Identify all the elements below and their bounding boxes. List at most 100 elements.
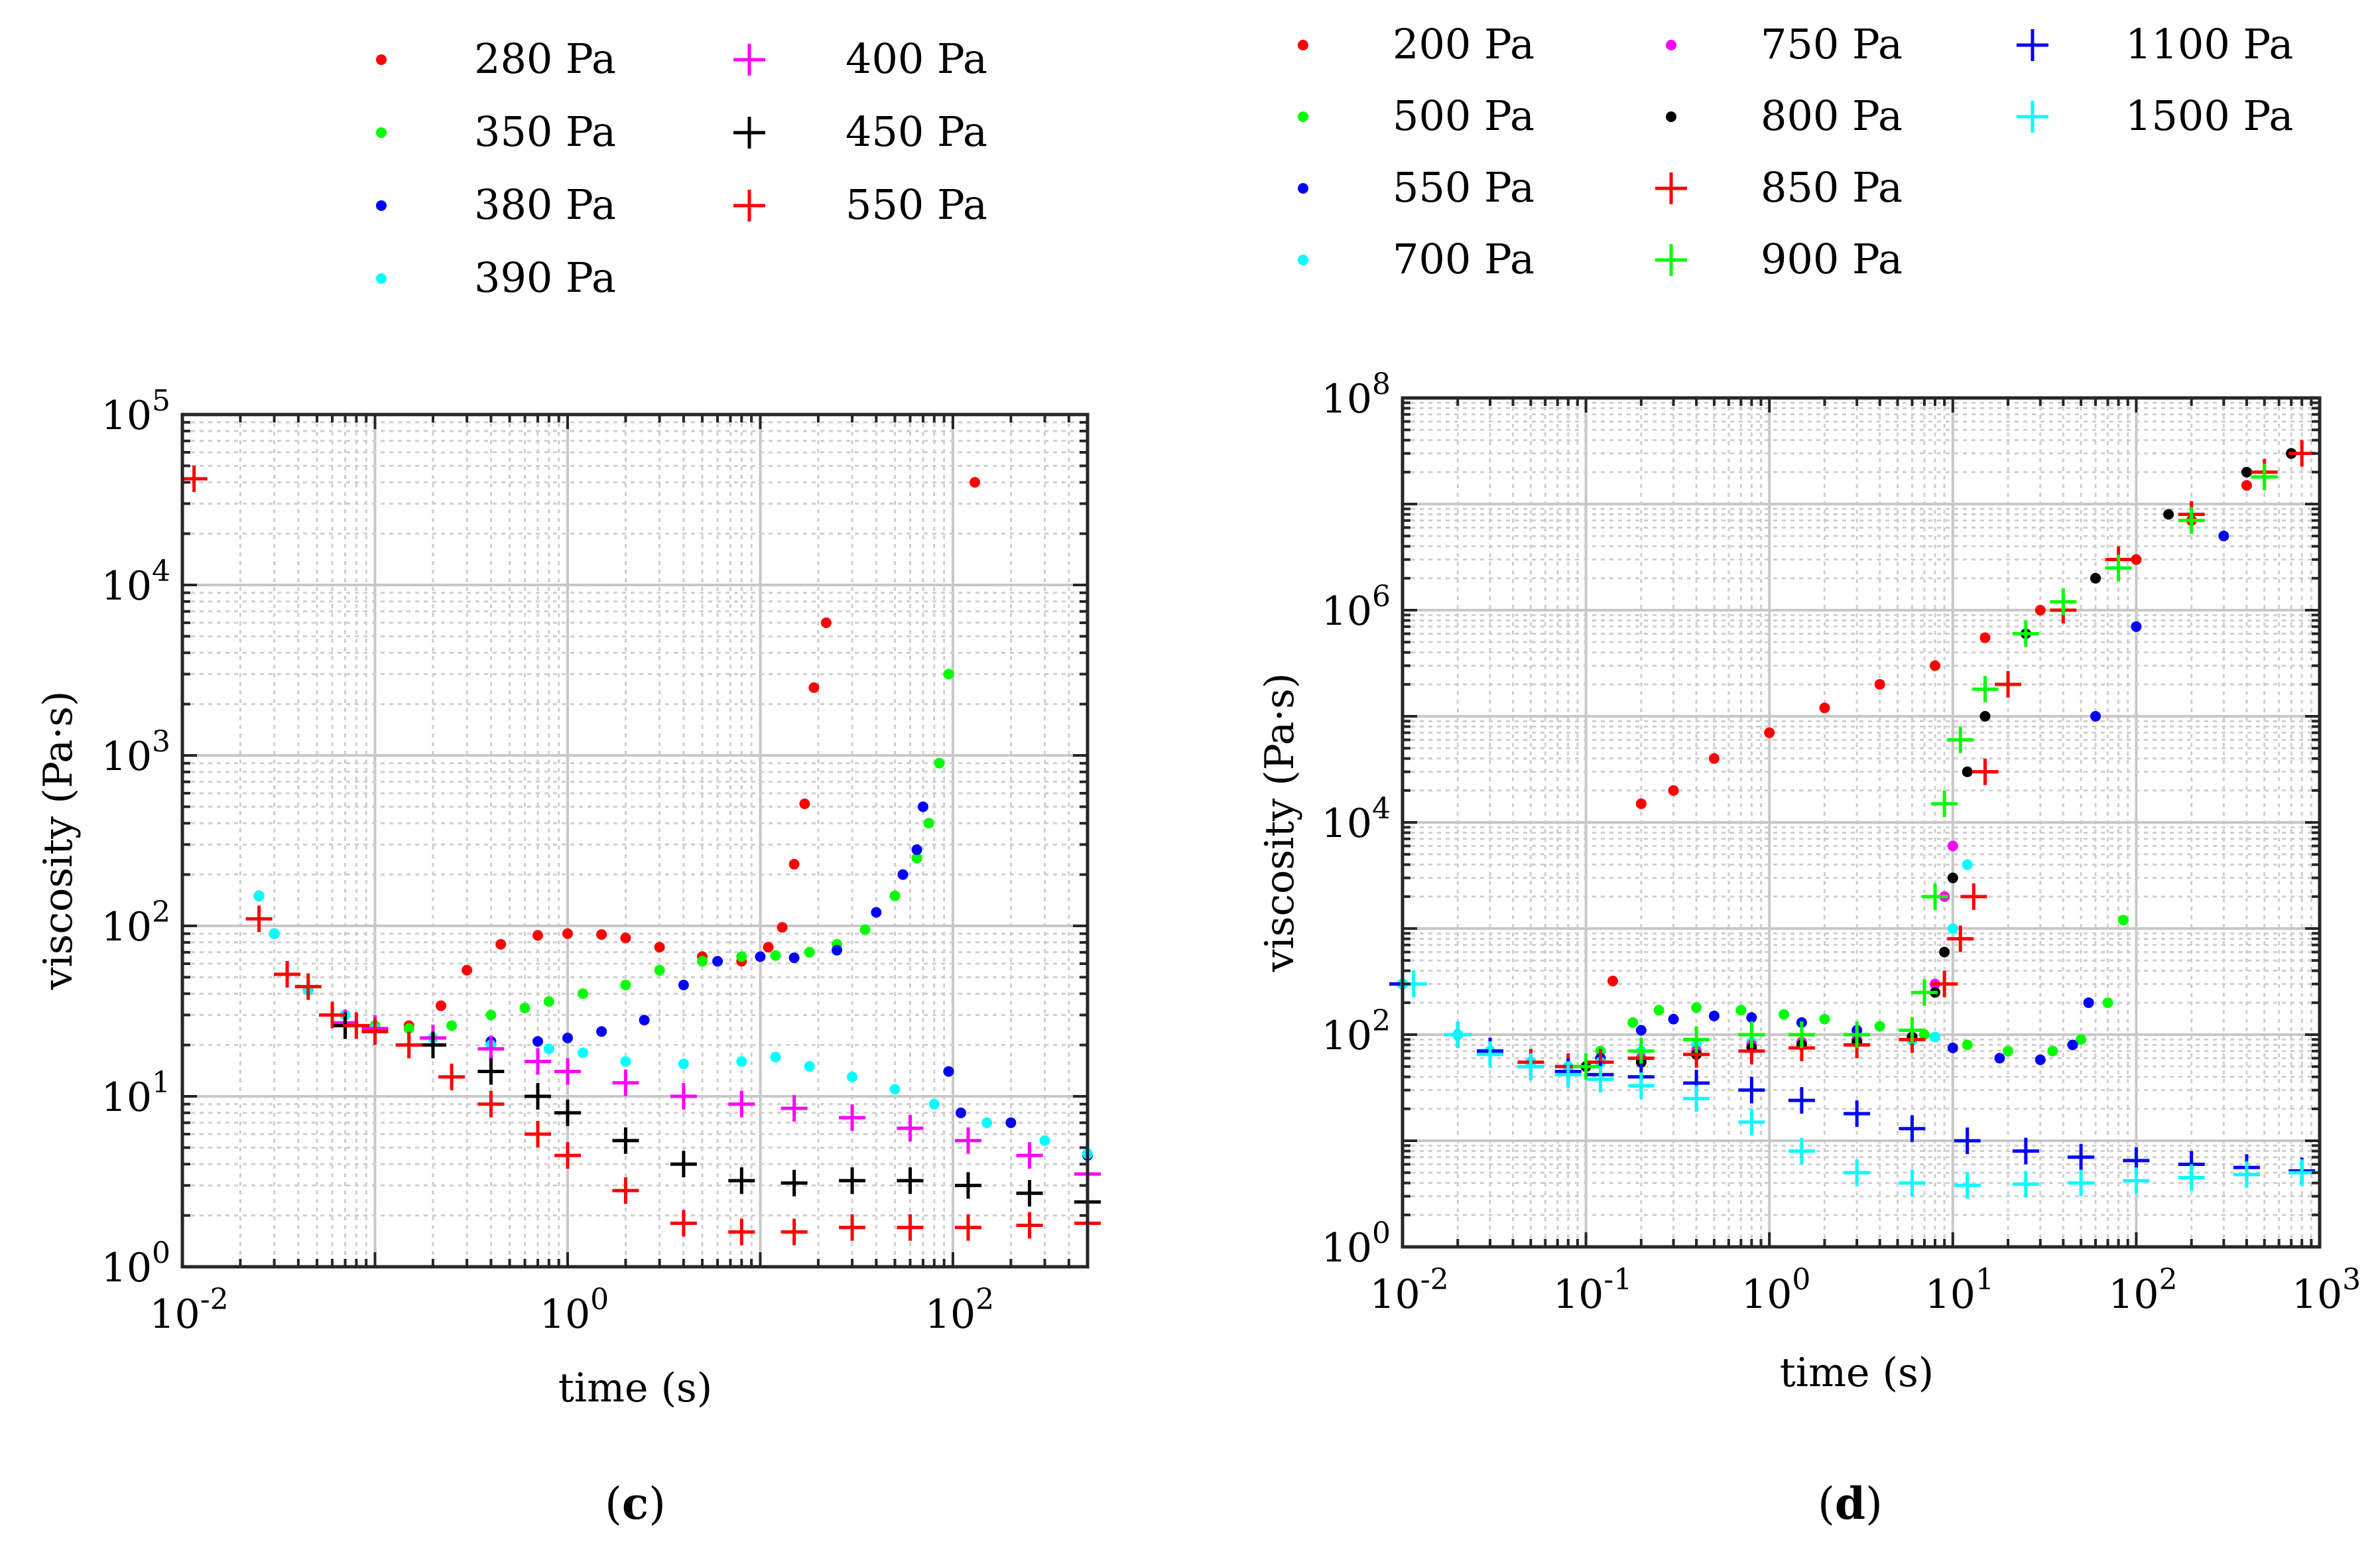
legend-label: 900 Pa — [1761, 235, 1903, 283]
data-point — [670, 1151, 697, 1178]
data-point — [2178, 1164, 2205, 1191]
legend-marker — [1655, 172, 1687, 204]
data-point — [832, 944, 843, 956]
data-point — [1844, 1159, 1871, 1187]
legend-marker — [733, 44, 765, 76]
data-point — [1587, 1066, 1614, 1093]
legend-marker — [376, 200, 387, 211]
data-point — [799, 798, 810, 809]
data-point — [1444, 1021, 1472, 1048]
data-point — [1788, 1137, 1815, 1165]
data-point — [1899, 1017, 1926, 1044]
legend-label: 450 Pa — [846, 107, 987, 156]
data-point — [477, 1035, 505, 1063]
y-tick-label: 108 — [1322, 367, 1391, 422]
data-point — [777, 922, 788, 933]
legend-label: 550 Pa — [1393, 163, 1534, 212]
data-point — [180, 465, 208, 492]
data-point — [897, 1167, 924, 1194]
data-point — [871, 907, 882, 918]
data-point — [554, 1099, 581, 1126]
data-point — [2067, 1039, 2078, 1051]
legend-marker — [1298, 40, 1308, 50]
legend-item-200-pa: 200 Pa — [1298, 20, 1534, 68]
data-point — [612, 1069, 639, 1096]
legend-marker — [733, 117, 765, 149]
data-point — [770, 950, 781, 961]
legend-item-850-pa: 850 Pa — [1655, 163, 1903, 212]
data-point — [1683, 1085, 1710, 1112]
data-point — [1746, 1012, 1757, 1023]
y-tick-label: 105 — [101, 384, 170, 439]
data-point — [804, 1061, 815, 1072]
data-point — [562, 1032, 573, 1043]
data-point — [519, 1002, 531, 1013]
x-tick-label: 101 — [1925, 1263, 1994, 1318]
legend-label: 750 Pa — [1761, 20, 1903, 68]
data-point — [1918, 1029, 1930, 1040]
legend-label: 380 Pa — [474, 180, 616, 229]
data-point — [1947, 925, 1974, 952]
legend-marker — [1298, 255, 1308, 265]
data-point — [1788, 1087, 1815, 1114]
data-point — [1668, 1013, 1679, 1025]
y-tick-label: 101 — [101, 1066, 170, 1121]
data-point — [1962, 1039, 1973, 1051]
y-tick-label: 100 — [101, 1236, 170, 1291]
legend-marker — [2017, 29, 2048, 61]
data-point — [294, 973, 322, 1000]
data-point — [755, 951, 766, 962]
legend-marker — [1666, 40, 1676, 50]
data-point — [1947, 1042, 1958, 1053]
data-point — [788, 859, 800, 870]
data-point — [1627, 1017, 1639, 1028]
data-point — [485, 1009, 497, 1021]
legend-item-500-pa: 500 Pa — [1298, 92, 1534, 140]
data-point — [1962, 766, 1973, 777]
data-point — [954, 1127, 981, 1154]
legend-marker — [1298, 111, 1308, 122]
data-point — [678, 1059, 689, 1070]
data-point — [911, 844, 922, 856]
data-point — [770, 1051, 781, 1063]
data-point — [1960, 883, 1987, 910]
data-point — [1931, 970, 1958, 998]
legend-item-800-pa: 800 Pa — [1666, 92, 1903, 140]
data-point — [1844, 1100, 1871, 1127]
data-point — [1995, 671, 2022, 698]
data-point — [847, 1071, 858, 1082]
data-point — [712, 956, 723, 967]
data-point — [1954, 1127, 1981, 1154]
legend-item-550-pa: 550 Pa — [733, 180, 987, 229]
data-point — [1517, 1053, 1544, 1080]
series-390-pa — [253, 890, 1093, 1159]
data-point — [955, 1107, 966, 1118]
data-point — [1683, 1026, 1710, 1053]
x-tick-label: 10-2 — [1369, 1263, 1448, 1318]
data-point — [1627, 1037, 1655, 1064]
data-point — [897, 869, 908, 880]
data-point — [889, 1084, 901, 1095]
legend: 280 Pa 350 Pa 380 Pa 390 Pa 400 Pa 450 Pa 550 … — [376, 34, 987, 302]
data-point — [2288, 1159, 2316, 1187]
legend-label: 700 Pa — [1393, 235, 1534, 283]
data-point — [2178, 507, 2205, 534]
legend-marker — [376, 273, 387, 284]
data-point — [839, 1104, 866, 1131]
data-point — [1039, 1135, 1050, 1146]
data-point — [697, 956, 708, 967]
data-point — [839, 1214, 866, 1241]
data-point — [1735, 1005, 1747, 1016]
axes — [1401, 396, 2322, 1249]
data-point — [274, 960, 301, 988]
data-point — [2083, 997, 2094, 1008]
legend-marker — [376, 127, 387, 138]
data-point — [736, 1056, 747, 1067]
data-point — [981, 1117, 993, 1128]
data-point — [1921, 883, 1948, 910]
legend-label: 280 Pa — [474, 34, 616, 83]
data-point — [2241, 466, 2252, 478]
data-point — [462, 964, 473, 976]
data-point — [911, 852, 922, 864]
data-point — [897, 1214, 924, 1241]
